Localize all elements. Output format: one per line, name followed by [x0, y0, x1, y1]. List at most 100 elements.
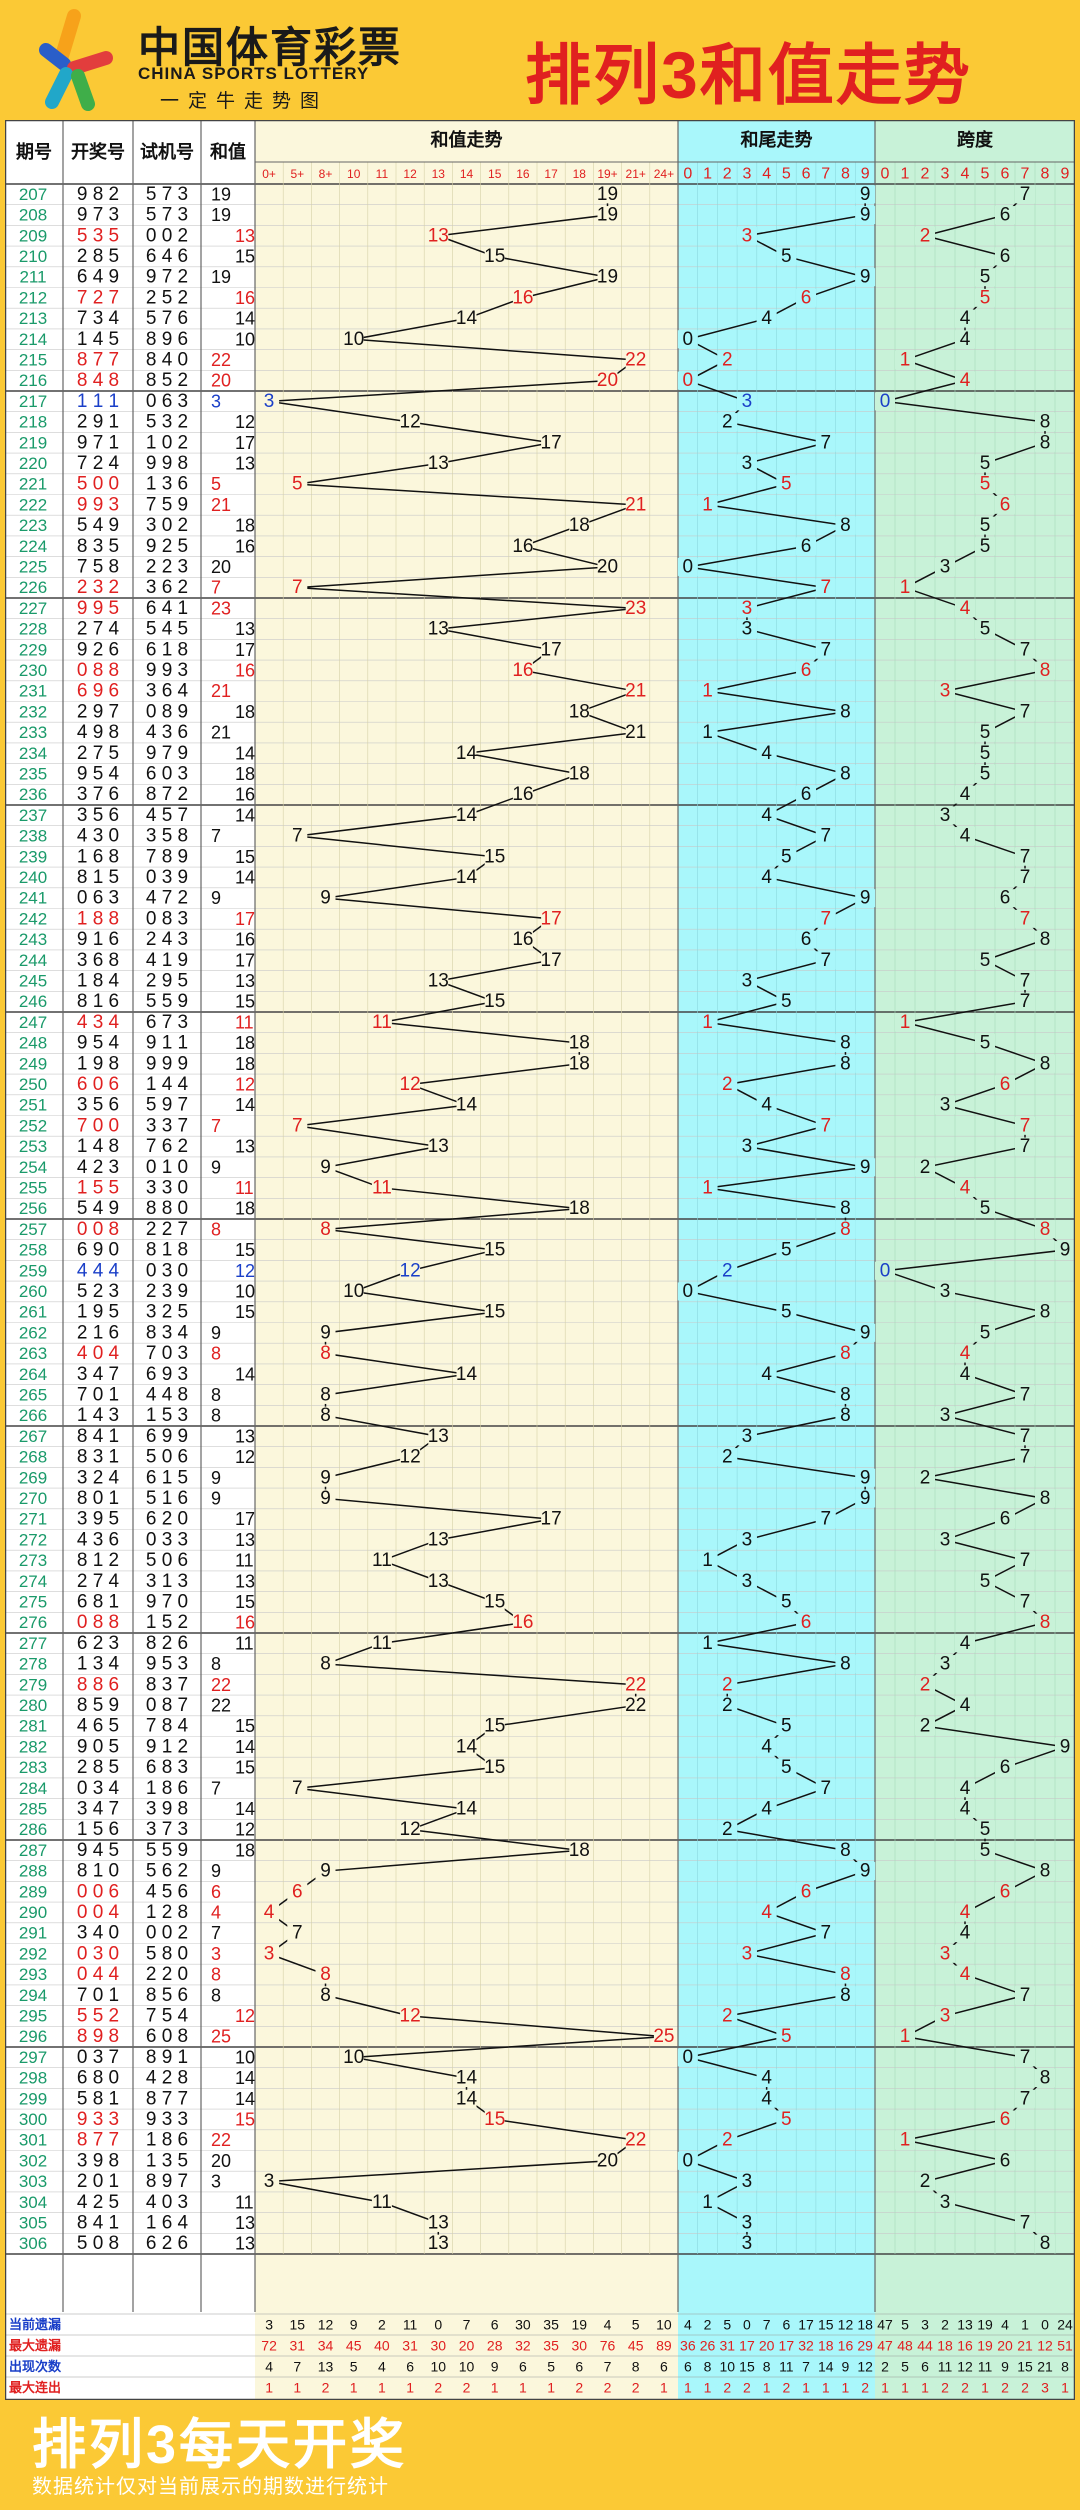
- span-trend-point: 6: [1000, 205, 1011, 226]
- sum-cell: 16: [235, 930, 255, 950]
- period-cell: 292: [19, 1944, 47, 1963]
- tail-trend-point: 1: [702, 722, 713, 743]
- span-trend-point-bg: [975, 288, 995, 307]
- tail-trend-point: 2: [722, 1447, 733, 1468]
- stats-tail-value: 17: [779, 2338, 795, 2354]
- tail-trend-point-bg: [815, 1779, 836, 1798]
- span-trend-point-bg: [975, 1820, 995, 1839]
- stats-sum-value: 2: [378, 2317, 386, 2333]
- span-trend-point-bg: [1015, 1592, 1035, 1611]
- draw-cell: 1 1 1: [77, 391, 119, 412]
- sum-cell: 9: [211, 1488, 221, 1508]
- test-cell: 4 0 3: [146, 2192, 188, 2213]
- section-header-span: 跨度: [957, 129, 994, 150]
- stats-tail-value: 18: [818, 2338, 834, 2354]
- test-cell: 5 5 9: [146, 991, 188, 1012]
- tail-trend-point: 8: [840, 763, 851, 784]
- sum-bucket-label: 15: [488, 167, 502, 181]
- period-cell: 211: [19, 268, 46, 287]
- tail-trend-point: 5: [781, 1757, 792, 1778]
- draw-cell: 0 0 6: [77, 1881, 119, 1902]
- sum-cell: 15: [235, 1302, 255, 1322]
- stats-span-value: 9: [1001, 2359, 1009, 2375]
- span-trend-point: 4: [960, 826, 971, 847]
- draw-cell: 5 4 9: [77, 515, 119, 536]
- span-trend-point: 3: [940, 1281, 951, 1302]
- stats-sum-value: 9: [350, 2317, 358, 2333]
- sum-trend-point-bg: [512, 661, 533, 680]
- sum-trend-point: 7: [292, 826, 303, 847]
- sum-trend-point-bg: [428, 2213, 449, 2232]
- sum-cell: 13: [235, 1426, 255, 1446]
- span-trend-point: 3: [940, 2192, 951, 2213]
- draw-cell: 9 3 3: [77, 2109, 119, 2130]
- test-cell: 8 9 6: [146, 329, 188, 350]
- sum-cell: 11: [235, 1178, 254, 1198]
- sum-trend-point-bg: [428, 971, 449, 990]
- test-cell: 4 3 6: [146, 722, 188, 743]
- sum-cell: 13: [235, 1137, 255, 1157]
- stats-sum-value: 6: [575, 2359, 583, 2375]
- tail-trend-point-bg: [776, 992, 797, 1011]
- test-cell: 3 0 2: [146, 515, 188, 536]
- draw-cell: 9 0 5: [77, 1736, 119, 1757]
- tail-trend-point: 5: [781, 246, 792, 267]
- period-cell: 277: [19, 1634, 47, 1653]
- stats-span-value: 2: [1001, 2380, 1009, 2396]
- sum-bucket-label: 16: [516, 167, 530, 181]
- sum-trend-point-bg: [315, 1965, 336, 1984]
- test-cell: 9 7 2: [146, 267, 188, 288]
- tail-trend-point-bg: [756, 806, 777, 825]
- stats-sum-value: 72: [261, 2338, 277, 2354]
- sum-trend-point-bg: [625, 1696, 646, 1715]
- sum-cell: 18: [235, 516, 255, 536]
- sum-trend-point: 18: [569, 1053, 590, 1074]
- span-trend-point: 2: [920, 225, 931, 246]
- tail-trend-point: 7: [820, 950, 831, 971]
- test-cell: 9 7 0: [146, 1591, 188, 1612]
- tail-trend-point-bg: [855, 206, 876, 225]
- test-cell: 4 1 9: [146, 950, 188, 971]
- tail-trend-point-bg: [796, 1613, 817, 1632]
- period-cell: 229: [19, 640, 47, 659]
- draw-cell: 2 3 2: [77, 577, 119, 598]
- period-cell: 245: [19, 971, 47, 990]
- tail-trend-point-bg: [796, 661, 817, 680]
- lottery-logo-icon: [39, 9, 113, 111]
- sum-cell: 7: [211, 1778, 221, 1798]
- stats-sum-value: 8: [632, 2359, 640, 2375]
- draw-cell: 2 7 4: [77, 619, 120, 640]
- sum-trend-point: 8: [320, 1384, 331, 1405]
- span-trend-point: 3: [940, 1943, 951, 1964]
- sum-trend-point: 12: [400, 1074, 421, 1095]
- span-trend-point-bg: [1035, 930, 1055, 949]
- tail-trend-point-bg: [815, 827, 836, 846]
- tail-trend-point: 2: [722, 349, 733, 370]
- tail-trend-point: 2: [722, 2130, 733, 2151]
- span-trend-point-bg: [955, 1178, 975, 1197]
- sum-trend-point-bg: [456, 744, 477, 763]
- period-cell: 212: [19, 288, 47, 307]
- period-cell: 275: [19, 1592, 47, 1611]
- stats-sum-value: 4: [265, 2359, 273, 2375]
- tail-trend-point: 5: [781, 1591, 792, 1612]
- sum-trend-point: 12: [400, 1260, 421, 1281]
- sum-trend-point: 17: [541, 432, 562, 453]
- sum-trend-point: 11: [372, 1550, 392, 1571]
- sum-trend-point: 18: [569, 763, 590, 784]
- stats-tail-value: 29: [857, 2338, 873, 2354]
- sum-cell: 16: [235, 660, 255, 680]
- sum-cell: 11: [235, 2192, 254, 2212]
- sum-cell: 14: [235, 1095, 255, 1115]
- stats-sum-value: 10: [459, 2359, 475, 2375]
- draw-cell: 8 4 1: [77, 1426, 119, 1447]
- sum-cell: 16: [235, 536, 255, 556]
- tail-trend-point: 2: [722, 1695, 733, 1716]
- tail-trend-point: 5: [781, 1240, 792, 1261]
- sum-cell: 12: [235, 1447, 255, 1467]
- tail-trend-point-bg: [815, 1116, 836, 1135]
- draw-cell: 7 2 4: [77, 453, 120, 474]
- draw-cell: 1 8 8: [77, 908, 119, 929]
- sum-cell: 11: [235, 1633, 254, 1653]
- period-cell: 258: [19, 1241, 47, 1260]
